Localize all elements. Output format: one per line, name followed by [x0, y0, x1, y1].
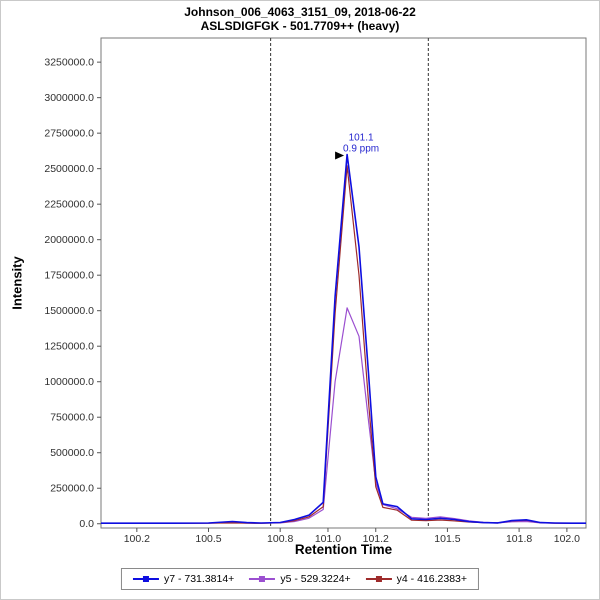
y-tick-label: 3250000.0 — [44, 57, 94, 69]
y-tick-label: 1500000.0 — [44, 305, 94, 317]
y-tick-label: 2250000.0 — [44, 199, 94, 211]
x-tick-label: 100.2 — [124, 533, 150, 545]
legend-item-y5: y5 - 529.3224+ — [249, 573, 351, 585]
y-tick-label: 3000000.0 — [44, 92, 94, 104]
x-axis-label: Retention Time — [294, 542, 393, 557]
chromatogram-trace-y7 — [101, 153, 586, 525]
x-tick-label: 101.0 — [315, 533, 341, 545]
y-tick-label: 1250000.0 — [44, 341, 94, 353]
legend-item-y7: y7 - 731.3814+ — [132, 573, 235, 585]
legend-item-label: y7 - 731.3814+ — [163, 573, 235, 585]
legend: y7 - 731.3814+ y5 - 529.3224+ y4 - 416.238… — [120, 568, 480, 590]
chart-title-line2: ASLSDIGFGK - 501.7709++ (heavy) — [200, 19, 400, 33]
legend-item-label: y4 - 416.2383+ — [396, 573, 468, 585]
y-tick-label: 2000000.0 — [44, 234, 94, 246]
x-tick-label: 101.8 — [506, 533, 532, 545]
x-tick-label: 101.5 — [434, 533, 460, 545]
legend-item-y4: y4 - 416.2383+ — [365, 573, 468, 585]
legend-marker-icon — [142, 576, 149, 582]
legend-marker-icon — [259, 576, 266, 582]
plot-area[interactable] — [100, 37, 587, 529]
x-tick-label: 100.5 — [195, 533, 221, 545]
legend-marker-icon — [375, 576, 382, 582]
legend-line-icon — [132, 576, 159, 582]
y-tick-label: 2500000.0 — [44, 163, 94, 175]
peak-annotation-rt: 101.1 — [349, 132, 374, 143]
chart-title-line1: Johnson_006_4063_3151_09, 2018-06-22 — [184, 5, 416, 19]
y-tick-label: 1000000.0 — [44, 376, 94, 388]
x-tick-label: 102.0 — [554, 533, 580, 545]
legend-item-label: y5 - 529.3224+ — [280, 573, 351, 585]
peak-annotation-ppm: 0.9 ppm — [343, 143, 379, 154]
x-tick-label: 100.8 — [267, 533, 293, 545]
x-tick-label: 101.2 — [363, 533, 389, 545]
chart-title: Johnson_006_4063_3151_09, 2018-06-22 ASL… — [1, 5, 599, 33]
y-tick-label: 2750000.0 — [44, 128, 94, 140]
y-tick-label: 250000.0 — [50, 483, 94, 495]
y-tick-label: 500000.0 — [50, 447, 94, 459]
legend-line-icon — [249, 576, 276, 582]
y-tick-label: 750000.0 — [50, 412, 94, 424]
y-tick-label: 0.0 — [79, 518, 94, 530]
peak-arrow-icon — [335, 151, 345, 160]
y-tick-label: 1750000.0 — [44, 270, 94, 282]
legend-line-icon — [365, 576, 392, 582]
